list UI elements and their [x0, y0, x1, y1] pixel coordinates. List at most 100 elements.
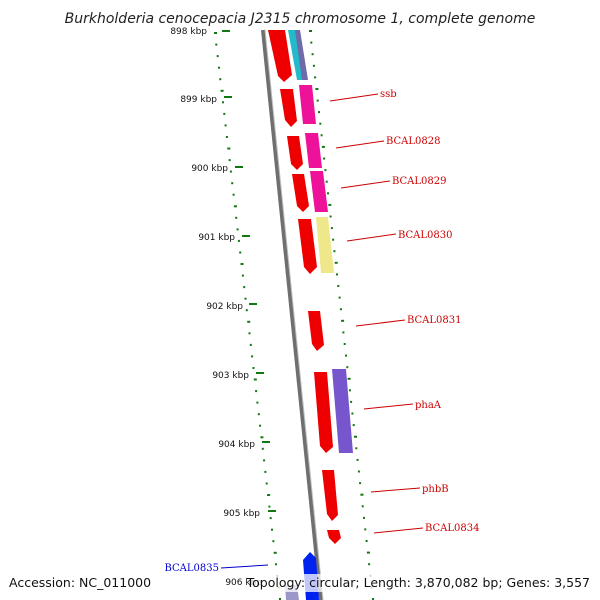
tick-label: 900 kbp: [191, 164, 228, 174]
gene-yellow: [316, 217, 334, 273]
gc-dot: [267, 494, 271, 496]
gc-dot: [233, 205, 237, 208]
gc-dot: [354, 435, 357, 438]
gc-dot: [264, 470, 267, 473]
gc-dot: [240, 263, 244, 265]
gc-dot: [343, 343, 346, 345]
gc-dot: [268, 505, 271, 508]
gc-dot: [341, 319, 345, 322]
gc-dot: [261, 447, 264, 450]
gc-dot: [365, 540, 368, 542]
cds-forward: [280, 89, 297, 127]
tick-label: 901 kbp: [198, 233, 235, 243]
leader-line: [370, 487, 421, 493]
gc-dot: [329, 215, 332, 218]
gc-dot: [241, 274, 244, 277]
footer-backdrop: [250, 574, 600, 592]
gc-dot: [330, 227, 333, 230]
gc-dot: [351, 412, 354, 415]
gc-dot: [337, 285, 340, 287]
gc-dot: [232, 193, 235, 196]
tick-label: 905 kbp: [223, 509, 260, 519]
gc-dot: [236, 228, 239, 231]
gc-dot: [352, 424, 355, 427]
gc-dot: [327, 192, 329, 195]
gc-dot: [359, 482, 362, 485]
gc-dot: [231, 182, 234, 185]
gc-dot: [316, 99, 319, 102]
gc-dot: [249, 343, 252, 346]
gc-dot: [224, 124, 227, 127]
gc-dot: [346, 366, 349, 369]
gc-dot: [336, 273, 338, 276]
gc-dot: [260, 436, 264, 439]
gc-dot: [218, 66, 220, 69]
leader-line: [329, 93, 379, 102]
gc-dot: [272, 540, 275, 543]
cds-forward: [298, 219, 317, 274]
gene-label-bcal0834: BCAL0834: [425, 523, 480, 534]
gc-dot: [361, 505, 364, 508]
cds-forward: [314, 372, 333, 453]
gene-purple: [295, 30, 308, 80]
gc-dot: [214, 32, 217, 34]
gc-dot: [239, 251, 242, 254]
gc-dot: [243, 286, 246, 289]
gc-dot: [253, 378, 257, 381]
gc-track-left: [214, 32, 281, 600]
kbp-ticks: 898 kbp 899 kbp 900 kbp 901 kbp 902 kbp …: [170, 27, 276, 588]
gc-dot: [252, 367, 255, 369]
gene-label-bcal0835: BCAL0835: [165, 563, 220, 574]
gc-dot: [323, 157, 326, 160]
cds-forward: [268, 30, 292, 82]
gene-magenta: [310, 171, 328, 212]
genome-summary: Topology: circular; Length: 3,870,082 bp…: [246, 575, 590, 590]
leader-line: [340, 180, 391, 189]
gc-dot: [223, 112, 226, 115]
gc-dot: [347, 377, 351, 380]
gc-dot: [314, 76, 317, 79]
gene-magenta: [305, 133, 322, 168]
gc-track-right: [309, 30, 374, 600]
leader-line: [355, 319, 406, 327]
gc-dot: [356, 458, 359, 461]
gc-dot: [338, 296, 341, 299]
gc-dot: [363, 516, 365, 519]
gc-dot: [251, 355, 254, 358]
gc-dot: [247, 320, 251, 323]
gc-dot: [360, 493, 364, 496]
gc-dot: [348, 389, 351, 392]
gc-dot: [310, 41, 313, 44]
leader-line: [220, 564, 269, 569]
gc-dot: [312, 64, 315, 67]
gc-dot: [368, 563, 371, 566]
gc-dot: [279, 598, 281, 600]
gc-dot: [237, 239, 240, 242]
cds-forward: [327, 530, 341, 544]
gc-dot: [265, 482, 268, 485]
gc-dot: [342, 331, 345, 334]
gc-dot: [318, 111, 320, 114]
gc-dot: [227, 147, 231, 150]
gc-dot: [333, 250, 336, 253]
chromosome-backbone-highlight: [264, 29, 324, 600]
label-leaders: [220, 93, 424, 569]
tick-label: 903 kbp: [212, 371, 249, 381]
gc-dot: [345, 354, 347, 357]
gc-dot: [259, 424, 262, 427]
gc-dot: [219, 78, 222, 81]
leader-line: [346, 233, 397, 242]
gene-label-phbb: phbB: [422, 484, 449, 495]
gene-label-bcal0831: BCAL0831: [407, 315, 462, 326]
gc-dot: [235, 216, 238, 219]
cds-forward: [292, 174, 309, 212]
gc-dot: [244, 297, 247, 300]
gene-purple: [332, 369, 353, 453]
gene-cyan: [288, 30, 303, 80]
gene-label-bcal0828: BCAL0828: [386, 136, 441, 147]
gc-dot: [215, 43, 218, 46]
cds-forward: [287, 136, 303, 170]
leader-line: [363, 403, 414, 410]
gc-dot: [263, 459, 266, 462]
